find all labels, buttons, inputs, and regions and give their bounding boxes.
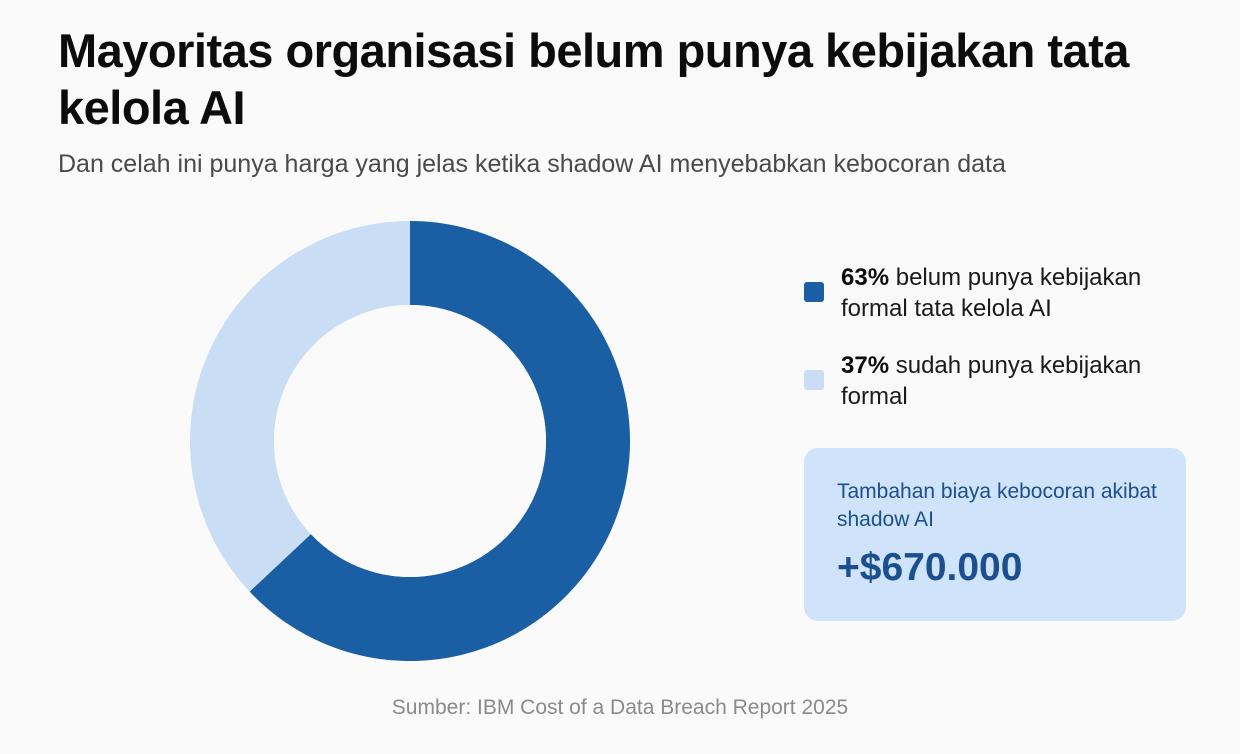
callout-value: +$670.000 (837, 546, 1023, 589)
chart-title: Mayoritas organisasi belum punya kebijak… (58, 24, 1129, 134)
source-note: Sumber: IBM Cost of a Data Breach Report… (391, 696, 849, 719)
legend-value-no-policy: 63% (841, 264, 890, 291)
cost-callout-card: Tambahan biaya kebocoran akibat shadow A… (804, 448, 1186, 621)
donut-slice-no-policy (249, 221, 630, 661)
legend-swatch-no-policy (804, 282, 824, 302)
legend-text-has-policy: sudah punya kebijakan formal (841, 352, 1142, 410)
donut-chart (190, 221, 630, 661)
legend-swatch-has-policy (804, 370, 824, 390)
callout-label: Tambahan biaya kebocoran akibat shadow A… (837, 480, 1157, 531)
chart-subtitle: Dan celah ini punya harga yang jelas ket… (58, 150, 1006, 178)
legend-value-has-policy: 37% (841, 352, 890, 379)
chart-legend: 63% belum punya kebijakan formal tata ke… (804, 262, 1204, 438)
legend-text-no-policy: belum punya kebijakan formal tata kelola… (841, 264, 1142, 322)
donut-hole (274, 305, 546, 577)
donut-slice-has-policy (190, 221, 410, 592)
legend-item-has-policy: 37% sudah punya kebijakan formal (804, 350, 1204, 412)
legend-item-no-policy: 63% belum punya kebijakan formal tata ke… (804, 262, 1204, 324)
